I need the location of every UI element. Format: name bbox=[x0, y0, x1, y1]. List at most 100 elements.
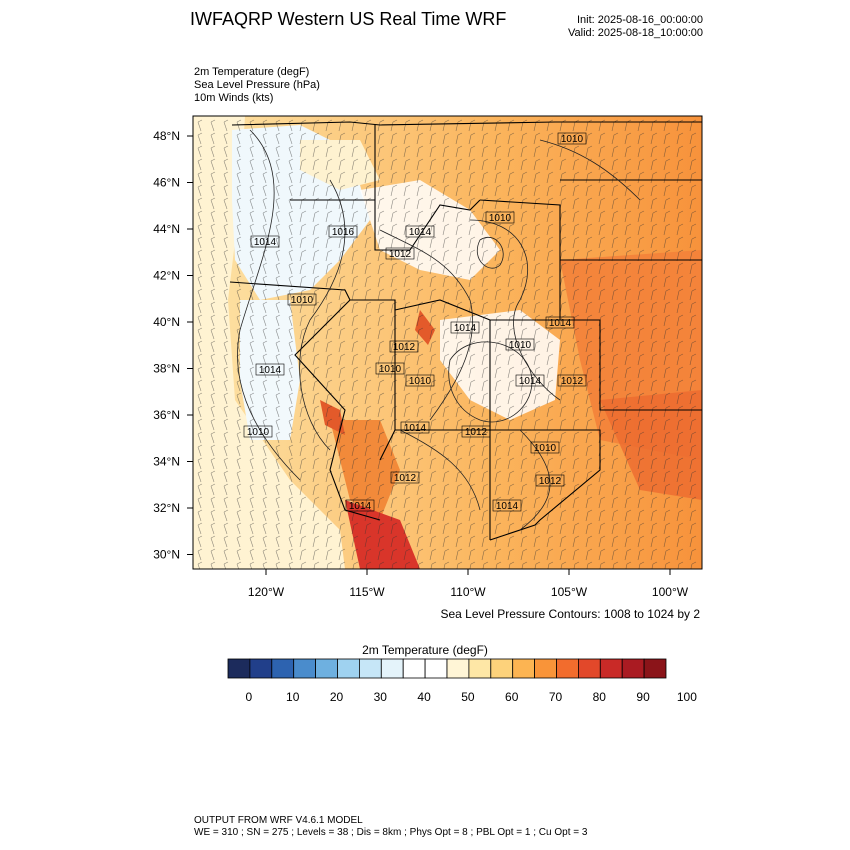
wind-barb-flag bbox=[639, 236, 645, 240]
wind-barb bbox=[377, 290, 381, 301]
wind-barb bbox=[210, 121, 215, 132]
wind-barb bbox=[364, 277, 368, 288]
lon-tick-label: 120°W bbox=[248, 585, 285, 599]
wind-barb bbox=[663, 212, 667, 223]
wind-barb bbox=[275, 524, 280, 535]
wind-barb bbox=[275, 446, 280, 457]
wind-barb bbox=[390, 342, 394, 353]
wind-barb bbox=[338, 186, 342, 197]
field-label-temperature: 2m Temperature (degF) bbox=[194, 66, 310, 78]
wind-barb bbox=[546, 498, 550, 509]
wind-barb bbox=[494, 433, 498, 444]
wind-barb-flag bbox=[197, 171, 203, 175]
wind-barb-flag bbox=[366, 353, 372, 357]
wind-barb bbox=[494, 394, 498, 405]
wind-barb bbox=[249, 368, 254, 379]
wind-barb-flag bbox=[366, 210, 372, 214]
wind-barb-flag bbox=[210, 275, 216, 279]
wind-barb-flag bbox=[509, 392, 515, 396]
wind-barb-flag bbox=[639, 392, 645, 396]
wind-barb-flag bbox=[418, 171, 424, 175]
wind-barb-flag bbox=[392, 145, 398, 149]
wind-barb-flag bbox=[470, 405, 476, 409]
wind-barb-flag bbox=[314, 327, 320, 331]
wind-barb bbox=[442, 134, 446, 145]
wind-barb-flag bbox=[548, 366, 554, 370]
wind-barb bbox=[481, 433, 485, 444]
wind-barb-flag bbox=[444, 496, 450, 500]
wind-barb bbox=[585, 277, 589, 288]
wind-barb-flag bbox=[483, 275, 489, 279]
wind-barb-flag bbox=[496, 249, 502, 253]
wind-barb-flag bbox=[418, 301, 424, 305]
wind-barb-flag bbox=[392, 171, 398, 175]
wind-barb-flag bbox=[496, 275, 502, 279]
wind-barb bbox=[494, 485, 498, 496]
lon-tick-label: 100°W bbox=[652, 585, 689, 599]
wind-barb bbox=[507, 225, 511, 236]
wind-barb bbox=[275, 303, 280, 314]
wind-barb bbox=[312, 134, 316, 145]
lat-tick-label: 46°N bbox=[153, 176, 180, 190]
wind-barb bbox=[364, 459, 368, 470]
wind-barb-flag bbox=[561, 288, 567, 292]
wind-barb bbox=[689, 277, 693, 288]
wind-barb bbox=[429, 472, 433, 483]
wind-barb-flag bbox=[431, 262, 437, 266]
wind-barb-flag bbox=[327, 522, 333, 526]
wind-barb bbox=[546, 550, 550, 561]
wind-barb bbox=[429, 407, 433, 418]
wind-barb bbox=[249, 446, 254, 457]
wind-barb bbox=[598, 121, 602, 132]
wind-barb-flag bbox=[379, 431, 385, 435]
wind-barb bbox=[223, 472, 228, 483]
wind-barb bbox=[507, 238, 511, 249]
wind-barb-flag bbox=[327, 509, 333, 513]
wind-barb-flag bbox=[418, 366, 424, 370]
wind-barb-flag bbox=[522, 405, 528, 409]
wind-barb-flag bbox=[665, 327, 671, 331]
wind-barb bbox=[403, 121, 407, 132]
wind-barb bbox=[262, 121, 267, 132]
wind-barb bbox=[637, 368, 641, 379]
wind-barb bbox=[249, 381, 254, 392]
wind-barb bbox=[249, 290, 254, 301]
wind-barb bbox=[455, 329, 459, 340]
wind-barb bbox=[546, 433, 550, 444]
wind-barb bbox=[338, 225, 342, 236]
wind-barb bbox=[585, 225, 589, 236]
wind-barb bbox=[507, 212, 511, 223]
wind-barb-flag bbox=[535, 301, 541, 305]
wind-barb bbox=[364, 147, 368, 158]
wind-barb-flag bbox=[210, 405, 216, 409]
wind-barb-flag bbox=[431, 171, 437, 175]
wind-barb-flag bbox=[431, 405, 437, 409]
wind-barb bbox=[624, 550, 628, 561]
wind-barb bbox=[468, 238, 472, 249]
wind-barb bbox=[249, 394, 254, 405]
wind-barb bbox=[442, 524, 446, 535]
wind-barb-flag bbox=[522, 301, 528, 305]
wind-barb-flag bbox=[418, 223, 424, 227]
wind-barb bbox=[585, 316, 589, 327]
wind-barb bbox=[262, 199, 267, 210]
wind-barb bbox=[533, 238, 537, 249]
wind-barb-flag bbox=[522, 509, 528, 513]
wind-barb-flag bbox=[548, 353, 554, 357]
wind-barb bbox=[624, 238, 628, 249]
wind-barb bbox=[455, 316, 459, 327]
wind-barb-flag bbox=[366, 392, 372, 396]
wind-barb bbox=[351, 316, 355, 327]
wind-barb bbox=[312, 147, 316, 158]
wind-barb-flag bbox=[340, 236, 346, 240]
wind-barb bbox=[663, 446, 667, 457]
wind-barb bbox=[650, 238, 654, 249]
wind-barb bbox=[403, 355, 407, 366]
wind-barb-flag bbox=[665, 184, 671, 188]
wind-barb-flag bbox=[535, 392, 541, 396]
wind-barb-flag bbox=[444, 340, 450, 344]
wind-barb-flag bbox=[223, 561, 229, 565]
wind-barb-flag bbox=[574, 535, 580, 539]
wind-barb bbox=[507, 329, 511, 340]
wind-barb-flag bbox=[379, 548, 385, 552]
